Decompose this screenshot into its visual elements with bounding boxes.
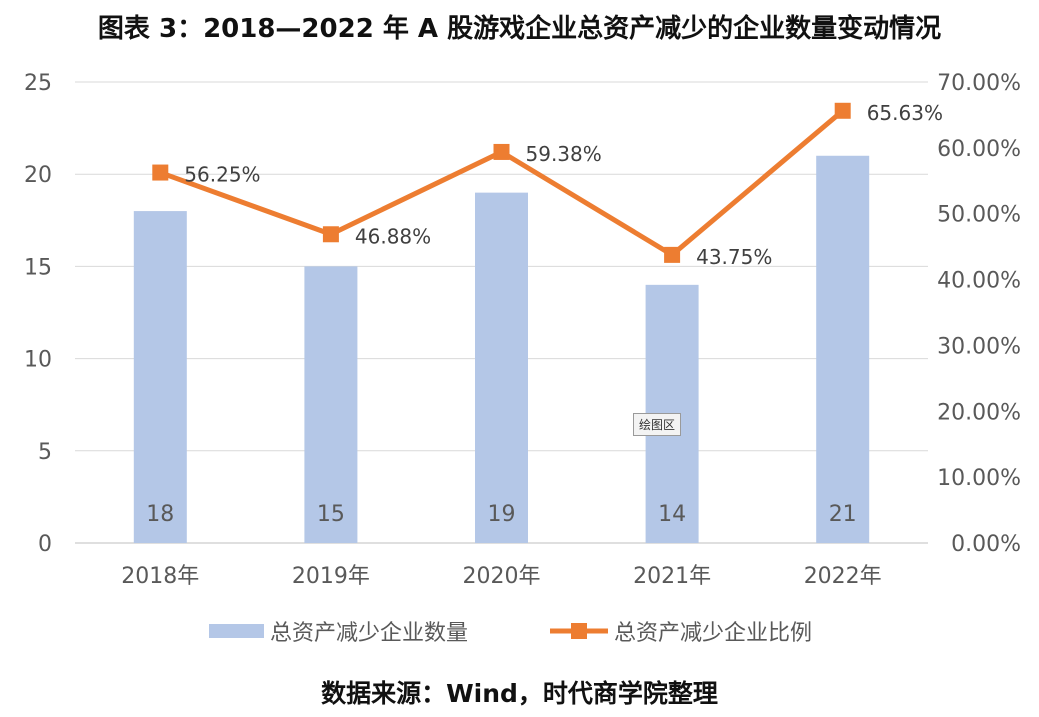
bar-data-label: 14 <box>658 502 686 527</box>
y-left-tick-label: 10 <box>24 348 52 373</box>
x-tick-label: 2018年 <box>121 564 199 589</box>
line-marker <box>493 143 510 160</box>
line-marker <box>322 226 339 243</box>
y-left-tick-label: 20 <box>24 163 52 188</box>
line-marker <box>664 246 681 263</box>
bar-data-label: 21 <box>829 502 857 527</box>
y-right-tick-label: 20.00% <box>937 400 1021 425</box>
line-data-labels: 56.25% 46.88% 59.38% 43.75% 65.63% <box>184 101 943 269</box>
y-right-tick-label: 70.00% <box>937 71 1021 96</box>
plot-area-tooltip: 绘图区 <box>633 413 682 436</box>
bar <box>304 266 358 543</box>
legend-line-label: 总资产减少企业比例 <box>614 621 812 646</box>
line-data-label: 56.25% <box>184 163 260 187</box>
line-marker <box>152 164 169 181</box>
source-note: 数据来源：Wind，时代商学院整理 <box>321 679 718 708</box>
y-right-tick-label: 60.00% <box>937 137 1021 162</box>
line-data-label: 43.75% <box>696 245 772 269</box>
y-left-tick-label: 5 <box>38 440 52 465</box>
line-marker <box>834 102 851 119</box>
chart-title: 图表 3：2018—2022 年 A 股游戏企业总资产减少的企业数量变动情况 <box>97 14 942 44</box>
bar-data-labels: 18 15 19 14 21 <box>146 502 856 527</box>
x-axis: 2018年 2019年 2020年 2021年 2022年 <box>121 564 881 589</box>
x-tick-label: 2021年 <box>633 564 711 589</box>
bar-series <box>133 155 870 543</box>
line-data-label: 65.63% <box>867 101 943 125</box>
y-left-tick-label: 15 <box>24 255 52 280</box>
line-data-label: 59.38% <box>526 142 602 166</box>
y-axis-right: 0.00% 10.00% 20.00% 30.00% 40.00% 50.00% 60.00… <box>937 71 1021 557</box>
y-right-tick-label: 50.00% <box>937 203 1021 228</box>
y-right-tick-label: 10.00% <box>937 466 1021 491</box>
legend[interactable]: 总资产减少企业数量 总资产减少企业比例 <box>209 621 812 646</box>
line-data-label: 46.88% <box>355 224 431 248</box>
y-left-tick-label: 25 <box>24 71 52 96</box>
bar-data-label: 19 <box>488 502 516 527</box>
line-series <box>152 102 851 263</box>
y-right-tick-label: 0.00% <box>951 532 1021 557</box>
bar-data-label: 15 <box>317 502 345 527</box>
legend-line-marker <box>571 623 587 639</box>
bar <box>133 211 187 543</box>
x-tick-label: 2022年 <box>804 564 882 589</box>
y-right-tick-label: 40.00% <box>937 269 1021 294</box>
x-tick-label: 2019年 <box>292 564 370 589</box>
x-tick-label: 2020年 <box>463 564 541 589</box>
bar-data-label: 18 <box>146 502 174 527</box>
y-axis-left: 0 5 10 15 20 25 <box>24 71 52 557</box>
bar <box>816 155 870 543</box>
bar <box>475 192 528 543</box>
legend-bar-label: 总资产减少企业数量 <box>270 621 468 646</box>
y-right-tick-label: 30.00% <box>937 334 1021 359</box>
legend-bar-swatch <box>209 624 264 638</box>
y-left-tick-label: 0 <box>38 532 52 557</box>
